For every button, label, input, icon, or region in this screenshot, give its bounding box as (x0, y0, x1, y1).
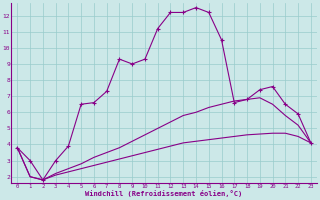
X-axis label: Windchill (Refroidissement éolien,°C): Windchill (Refroidissement éolien,°C) (85, 190, 243, 197)
